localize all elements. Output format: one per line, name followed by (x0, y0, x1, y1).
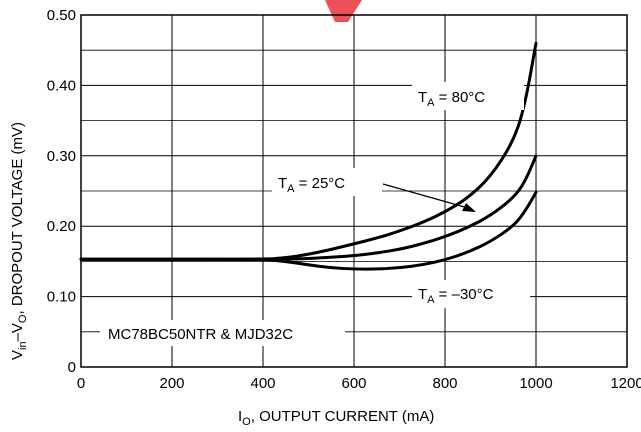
x-tick-label-1: 200 (159, 375, 184, 392)
curve-series-2 (79, 190, 538, 271)
x-tick-label-0: 0 (77, 375, 85, 392)
y-axis-title-rest: , DROPOUT VOLTAGE (mV) (9, 122, 26, 315)
y-tick-labels: 0 0.10 0.20 0.30 0.40 0.50 (47, 7, 76, 376)
x-tick-label-3: 600 (341, 375, 366, 392)
series-label-bg-1 (272, 168, 382, 196)
x-axis-title-rest: , OUTPUT CURRENT (mA) (251, 408, 435, 425)
plot-border (80, 14, 628, 368)
y-axis-title-sub1: in (17, 341, 29, 350)
y-tick-label-3: 0.30 (47, 148, 76, 165)
x-axis-title-sub: O (242, 416, 251, 428)
y-tick-label-5: 0.50 (47, 7, 76, 24)
y-tick-label-1: 0.10 (47, 289, 76, 306)
x-tick-label-4: 800 (432, 375, 457, 392)
x-tick-label-2: 400 (250, 375, 275, 392)
y-axis-title-v1: V (9, 350, 26, 360)
series-label-bg-2 (412, 280, 530, 308)
annotation-box (100, 320, 345, 346)
x-axis-title-main: I (238, 408, 242, 425)
y-axis-title: Vin–VO, DROPOUT VOLTAGE (mV) (9, 122, 29, 360)
leader-arrowhead-25c (462, 203, 476, 212)
y-axis-title-sub2: O (17, 314, 29, 323)
series-label-bg-0 (412, 82, 524, 110)
series-label-2: TA = –30°C (418, 286, 494, 306)
leader-line-25c (382, 183, 469, 209)
y-tick-label-0: 0 (68, 359, 76, 376)
x-tick-label-6: 1200 (610, 375, 641, 392)
y-axis-title-mid: –V (9, 323, 26, 341)
watermark-shape (325, 0, 362, 22)
series-label-1: TA = 25°C (278, 175, 345, 195)
series-label-0: TA = 80°C (418, 89, 485, 109)
y-tick-label-2: 0.20 (47, 218, 76, 235)
y-tick-label-4: 0.40 (47, 77, 76, 94)
curves (79, 41, 538, 271)
device-annotation: MC78BC50NTR & MJD32C (108, 326, 293, 343)
x-axis-title: IO, OUTPUT CURRENT (mA) (238, 408, 434, 428)
x-tick-labels: 0 200 400 600 800 1000 1200 (77, 375, 641, 392)
x-tick-label-5: 1000 (519, 375, 552, 392)
series-labels: TA = 80°C TA = 25°C TA = –30°C (272, 82, 530, 308)
plot-frame (80, 14, 628, 368)
